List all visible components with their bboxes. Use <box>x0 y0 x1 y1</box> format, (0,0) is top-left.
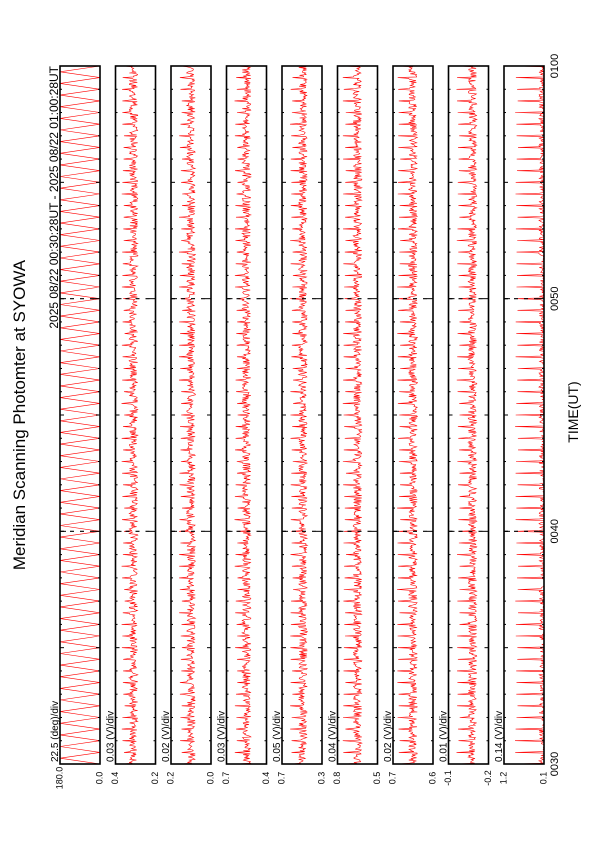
y-tick-label: -0.2 <box>483 770 493 786</box>
trace-channel-3 <box>234 65 252 765</box>
y-tick-label: 0.7 <box>387 772 397 785</box>
scale-label: 22.5 (deg)/div <box>50 701 61 762</box>
scale-label: 0.04 (V)/div <box>328 711 339 762</box>
panel-channel-7: -0.2 -0.1 0.01 (V)/div <box>439 65 493 786</box>
panel-frame <box>281 65 323 765</box>
panel-frame <box>59 65 101 765</box>
y-tick-label: -0.1 <box>443 770 453 786</box>
x-tick-label: 0050 <box>549 286 561 310</box>
y-tick-label: 0.4 <box>110 772 120 785</box>
x-tick-labels: 0030 0040 0050 0100 <box>549 54 561 776</box>
trace-channel-4 <box>289 65 309 765</box>
panel-channel-2: 0.0 0.2 0.02 (V)/div <box>161 65 215 785</box>
panel-channel-6: 0.6 0.7 0.02 (V)/div <box>383 65 437 785</box>
y-tick-label: 0.6 <box>427 772 437 785</box>
y-tick-label: 0.7 <box>221 772 231 785</box>
panel-channel-1: 0.2 0.4 0.03 (V)/div <box>106 65 160 785</box>
panel-scan-angle: 0.0 180.0 22.5 (deg)/div <box>50 65 104 790</box>
y-tick-label: 0.8 <box>332 772 342 785</box>
panel-channel-8: 0.1 1.2 0.14 (V)/div <box>494 65 548 785</box>
y-tick-label: 1.2 <box>498 772 508 785</box>
trace-channel-7 <box>456 65 478 765</box>
panel-channel-4: 0.3 0.7 0.05 (V)/div <box>272 65 326 785</box>
y-tick-label: 0.2 <box>165 772 175 785</box>
trace-channel-8 <box>514 65 546 765</box>
y-tick-label: 0.2 <box>150 772 160 785</box>
trace-channel-6 <box>396 65 419 765</box>
y-tick-label: 0.0 <box>94 772 104 785</box>
y-tick-label: 0.4 <box>261 772 271 785</box>
x-axis-label: TIME(UT) <box>565 381 581 442</box>
panel-frame <box>170 65 212 765</box>
y-tick-label: 180.0 <box>54 767 64 790</box>
trace-channel-2 <box>178 65 197 765</box>
scale-label: 0.05 (V)/div <box>272 711 283 762</box>
scale-label: 0.02 (V)/div <box>383 711 394 762</box>
panel-frame <box>447 65 490 765</box>
scale-label: 0.02 (V)/div <box>161 711 172 762</box>
scale-label: 0.03 (V)/div <box>106 711 117 762</box>
trace-channel-1 <box>121 65 139 765</box>
y-tick-label: 0.5 <box>372 772 382 785</box>
y-tick-label: 0.7 <box>276 772 286 785</box>
y-tick-label: 0.0 <box>205 772 215 785</box>
panel-channel-5: 0.5 0.8 0.04 (V)/div <box>328 65 382 785</box>
chart-title: Meridian Scanning Photomter at SYOWA <box>10 259 29 570</box>
trace-channel-5 <box>342 65 363 765</box>
time-range-label: 2025 08/22 00:30:28UT - 2025 08/22 01:00… <box>47 65 61 328</box>
panel-frame <box>114 65 157 765</box>
panel-frame <box>225 65 268 765</box>
x-tick-label: 0100 <box>549 54 561 78</box>
y-tick-label: 0.1 <box>538 772 548 785</box>
scale-label: 0.03 (V)/div <box>217 711 228 762</box>
y-tick-label: 0.3 <box>316 772 326 785</box>
x-tick-label: 0030 <box>549 752 561 776</box>
panel-channel-3: 0.4 0.7 0.03 (V)/div <box>217 65 271 785</box>
trace-scan-angle <box>59 65 101 765</box>
scale-label: 0.14 (V)/div <box>494 711 505 762</box>
panel-frame <box>336 65 379 765</box>
x-tick-label: 0040 <box>549 519 561 543</box>
panel-group: 0.0 180.0 22.5 (deg)/div 0.2 0.4 0.03 (V)/div… <box>50 65 548 790</box>
scale-label: 0.01 (V)/div <box>439 711 450 762</box>
